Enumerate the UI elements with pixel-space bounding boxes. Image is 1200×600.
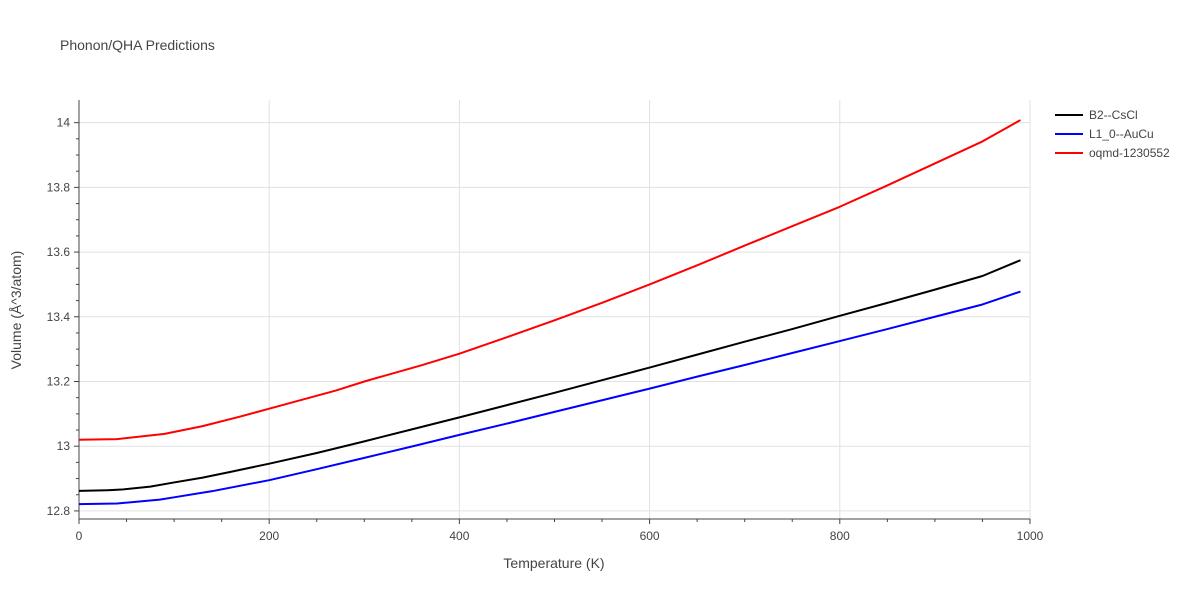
legend-item[interactable]: B2--CsCl [1055,108,1138,122]
x-tick-label: 800 [830,529,850,543]
y-tick-label: 12.8 [47,504,71,518]
series-line-3[interactable] [78,119,1021,441]
y-tick-label: 13 [57,439,71,453]
y-ticks: 12.8 13 13.2 13.4 13.6 13.8 14 [47,116,79,518]
legend-item[interactable]: oqmd-1230552 [1055,146,1170,160]
grid [79,100,1031,519]
y-axis-title: Volume (Å^3/atom) [8,251,24,370]
x-axis-title: Temperature (K) [503,555,604,571]
x-tick-label: 200 [259,529,279,543]
legend-label: oqmd-1230552 [1089,146,1170,160]
axes [78,100,1030,520]
y-tick-label: 13.6 [47,245,71,259]
x-tick-label: 1000 [1017,529,1044,543]
legend-label: B2--CsCl [1089,108,1138,122]
x-tick-label: 600 [640,529,660,543]
series-line-1[interactable] [78,259,1021,492]
y-tick-label: 14 [57,116,71,130]
x-tick-label: 0 [76,529,83,543]
y-tick-label: 13.4 [47,310,71,324]
x-ticks: 0 200 400 600 800 1000 [76,519,1044,543]
legend-label: L1_0--AuCu [1089,127,1154,141]
chart-title: Phonon/QHA Predictions [60,37,215,53]
x-tick-label: 400 [449,529,469,543]
legend[interactable]: B2--CsCl L1_0--AuCu oqmd-1230552 [1055,108,1170,160]
series-lines [78,119,1021,506]
legend-item[interactable]: L1_0--AuCu [1055,127,1154,141]
y-tick-label: 13.2 [47,374,71,388]
series-line-2[interactable] [78,290,1021,506]
y-tick-label: 13.8 [47,180,71,194]
